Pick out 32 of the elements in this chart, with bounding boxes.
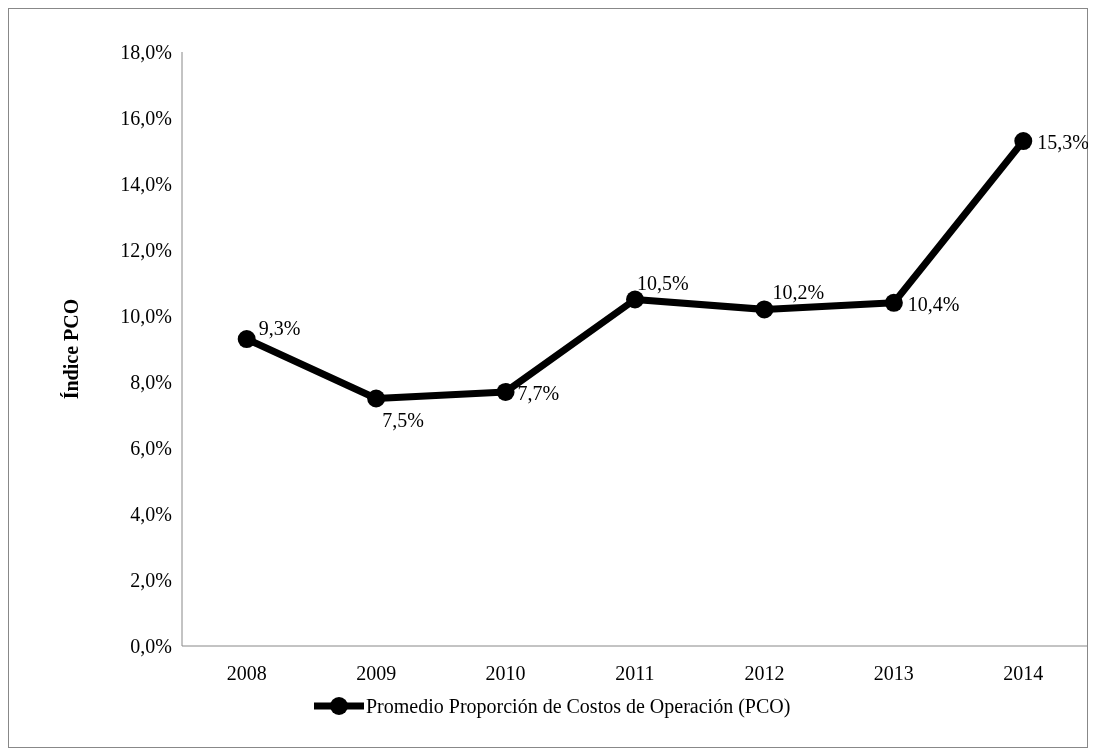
y-axis-title: Índice PCO [60, 298, 82, 400]
y-tick-label: 8,0% [130, 371, 172, 393]
y-tick-label: 10,0% [120, 305, 172, 327]
point [496, 382, 515, 401]
point [884, 293, 903, 312]
data-label: 10,5% [637, 271, 689, 294]
x-tick-label: 2010 [485, 662, 526, 684]
point [237, 330, 256, 349]
x-tick-label: 2009 [356, 662, 397, 684]
y-tick-label: 2,0% [130, 569, 172, 591]
data-label: 10,2% [772, 281, 825, 304]
x-tick-label: 2013 [873, 662, 914, 684]
data-label: 7,5% [382, 408, 424, 431]
legend-label: Promedio Proporción de Costos de Operación (PCO) [366, 695, 791, 718]
x-tick-label: 2014 [1003, 662, 1044, 684]
y-tick-label: 0,0% [130, 635, 172, 657]
x-tick-label: 2008 [226, 662, 267, 684]
y-tick-label: 16,0% [120, 107, 172, 129]
point [755, 300, 774, 319]
y-tick-label: 18,0% [120, 41, 172, 63]
y-tick-label: 4,0% [130, 503, 172, 525]
data-label: 7,7% [517, 381, 560, 404]
x-tick-label: 2012 [744, 662, 785, 684]
point [367, 389, 386, 408]
x-tick-label: 2011 [615, 662, 655, 684]
point [1014, 132, 1033, 151]
data-label: 10,4% [907, 292, 960, 315]
y-tick-label: 12,0% [120, 239, 172, 261]
data-label: 15,3% [1037, 131, 1089, 154]
data-label: 9,3% [258, 317, 301, 340]
y-tick-label: 6,0% [130, 437, 172, 459]
y-tick-label: 14,0% [120, 173, 172, 195]
